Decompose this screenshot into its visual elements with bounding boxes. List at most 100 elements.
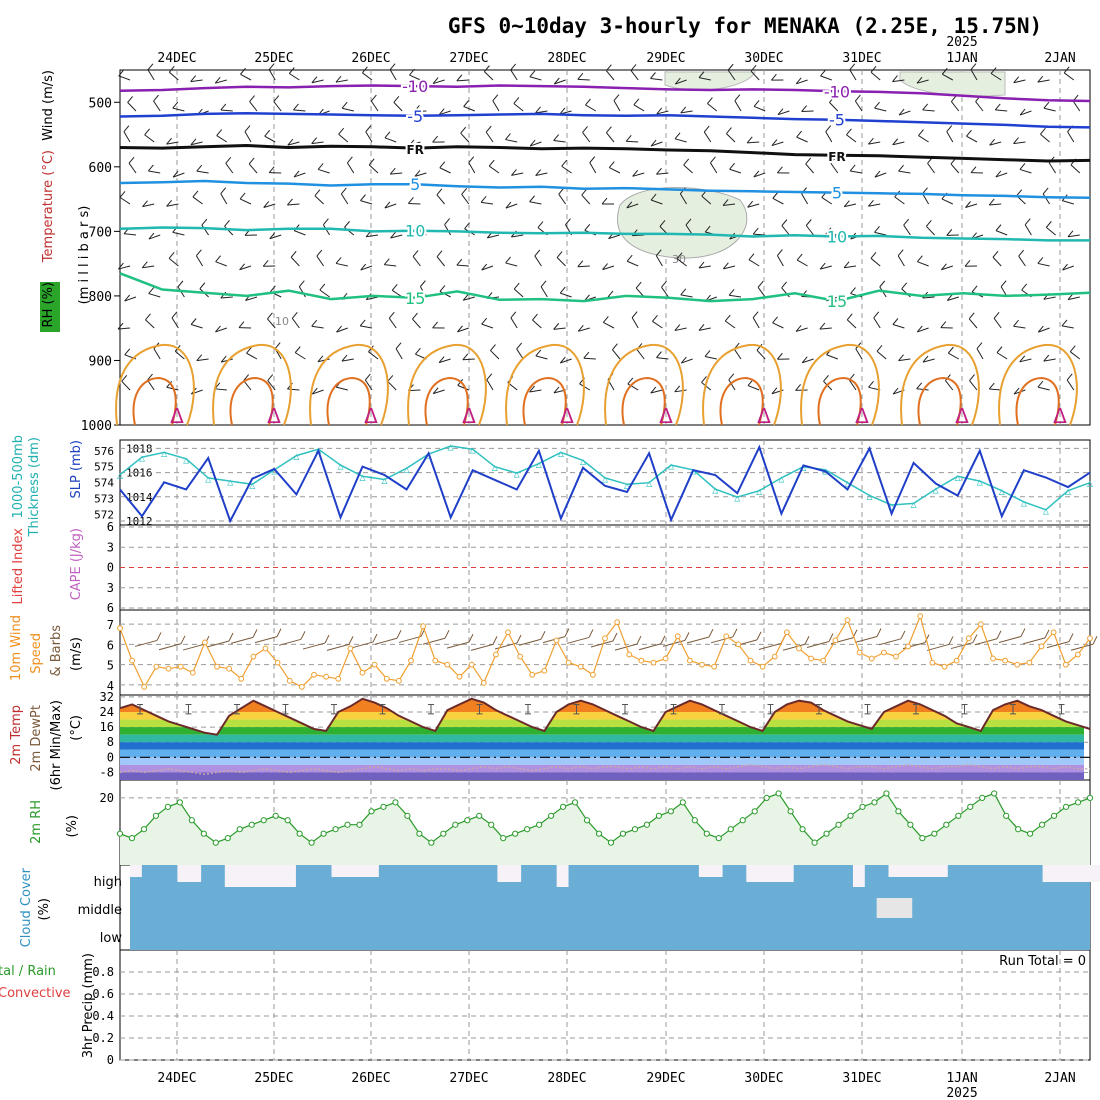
upper-wind-barb-flag — [1045, 221, 1052, 228]
upper-wind-barb-flag — [1067, 230, 1074, 238]
upper-wind-barb-flag — [903, 218, 910, 226]
upper-wind-barb — [947, 296, 959, 301]
thick-tick-2: 574 — [94, 477, 114, 490]
upper-wind-barb-flag — [344, 221, 350, 228]
w10-barb-tick — [396, 630, 402, 639]
rh2m-point-62 — [859, 803, 866, 810]
rh-contour-bl-inner — [1015, 376, 1060, 426]
w10-point-9 — [226, 665, 233, 672]
temp-minmax-15 — [864, 703, 871, 715]
upper-wind-barb — [268, 69, 276, 81]
upper-wind-barb — [124, 233, 137, 236]
date-top-9: 2JAN — [1044, 51, 1075, 66]
upper-wind-barb-flag — [456, 258, 463, 266]
w10-point-3 — [153, 663, 160, 670]
rh2m-point-69 — [943, 821, 950, 828]
upper-wind-barb — [171, 317, 179, 329]
upper-wind-barb-flag — [384, 201, 391, 209]
rh2m-point-43 — [631, 826, 639, 833]
upper-wind-barb-flag — [553, 134, 560, 141]
upper-wind-barb — [1072, 100, 1081, 112]
upper-wind-barb-flag — [439, 285, 446, 292]
upper-wind-barb — [680, 110, 693, 114]
upper-wind-barb-flag — [843, 261, 850, 269]
upper-wind-barb-flag — [825, 227, 832, 235]
w10-barb — [350, 641, 374, 649]
upper-wind-barb — [246, 352, 258, 360]
w10-point-80 — [1087, 635, 1093, 642]
w10-barb — [878, 638, 902, 646]
upper-wind-barb — [298, 286, 306, 298]
upper-wind-barb — [1062, 200, 1074, 205]
upper-wind-barb-flag — [1018, 249, 1025, 257]
upper-wind-barb — [147, 379, 155, 391]
upper-wind-barb-flag — [819, 322, 826, 330]
upper-wind-barb — [897, 255, 905, 267]
upper-wind-barb-flag — [336, 325, 342, 333]
isotherm-3 — [119, 179, 1091, 200]
upper-wind-barb — [870, 71, 881, 81]
upper-wind-barb-flag — [988, 382, 995, 390]
upper-wind-barb — [756, 349, 766, 360]
w10-barb — [518, 638, 542, 646]
upper-wind-barb — [436, 256, 445, 267]
upper-wind-barb-flag — [1061, 319, 1068, 327]
w10-barb-tick — [252, 629, 258, 638]
upper-wind-barb-flag — [969, 374, 975, 381]
w10-barb — [182, 643, 206, 651]
upper-wind-barb-flag — [922, 187, 928, 194]
pr-tick-0: 0 — [107, 1053, 114, 1067]
upper-wind-barb-flag — [801, 356, 808, 364]
rh-max-marker: Δ — [267, 404, 281, 428]
upper-wind-barb-flag — [388, 311, 395, 319]
temp-minmax-4 — [331, 703, 337, 715]
upper-wind-barb-flag — [849, 63, 856, 71]
w10-barb-tick — [276, 628, 282, 637]
upper-wind-barb — [1013, 325, 1026, 329]
upper-wind-barb — [145, 319, 155, 329]
w10-point-2 — [141, 684, 148, 690]
ylabel-t2b: 2m DewPt — [29, 705, 44, 772]
upper-wind-barb — [561, 165, 572, 174]
isotherm-label-3-1: 5 — [832, 184, 842, 203]
upper-wind-barb-flag — [123, 125, 130, 132]
upper-wind-barb — [317, 358, 330, 363]
w10-tick-0: 4 — [107, 679, 114, 693]
upper-wind-barb — [917, 261, 929, 267]
upper-wind-barb-flag — [340, 187, 347, 195]
upper-wind-barb — [661, 286, 669, 298]
rh2m-point-11 — [248, 821, 255, 828]
upper-wind-barb — [462, 358, 475, 361]
upper-wind-barb-flag — [535, 349, 542, 357]
w10-point-30 — [480, 679, 487, 686]
w10-tick-2: 6 — [107, 638, 114, 652]
upper-wind-barb — [750, 70, 760, 81]
upper-wind-barb — [1024, 224, 1032, 236]
rh-contour-bl — [998, 343, 1078, 426]
slp-line — [119, 444, 1091, 524]
upper-wind-barb — [821, 196, 833, 205]
upper-wind-barb — [505, 262, 518, 267]
upper-wind-barb-flag — [147, 63, 154, 71]
cloud-high-gap-7 — [746, 865, 794, 882]
upper-wind-barb — [995, 109, 1008, 112]
upper-wind-barb — [240, 73, 252, 81]
upper-wind-barb — [263, 203, 276, 208]
upper-wind-barb — [1043, 358, 1056, 362]
rh2m-point-77 — [1038, 821, 1046, 828]
w10-point-47 — [686, 657, 693, 664]
rh-contour-bl-inner — [522, 376, 567, 426]
w10-point-1 — [129, 657, 136, 664]
upper-wind-barb-flag — [168, 65, 175, 73]
thickness-point-21: △ — [580, 456, 586, 467]
upper-wind-barb-flag — [748, 253, 755, 260]
upper-wind-barb — [916, 79, 929, 84]
upper-wind-barb — [927, 162, 936, 174]
upper-wind-barb — [338, 133, 349, 143]
upper-wind-barb-flag — [529, 195, 535, 203]
upper-wind-barb — [753, 233, 766, 236]
temp-band-9 — [120, 772, 1084, 780]
upper-wind-barb-flag — [432, 135, 438, 143]
rh2m-point-0 — [116, 830, 124, 837]
upper-wind-barb — [728, 379, 736, 391]
